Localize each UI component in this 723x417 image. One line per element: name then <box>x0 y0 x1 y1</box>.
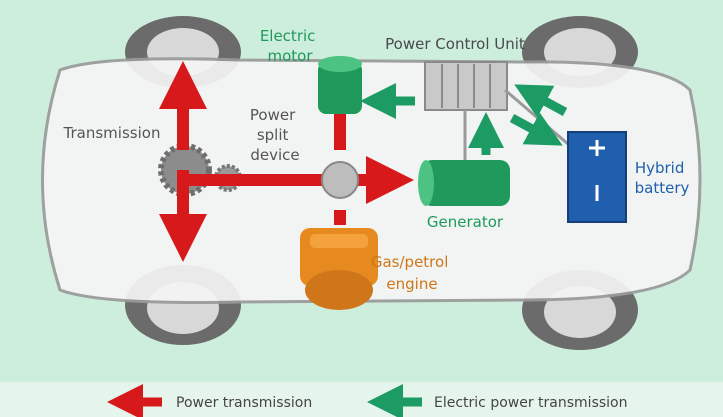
label: Power split device <box>250 106 300 164</box>
label-line: Electric <box>260 27 316 45</box>
label-line: battery <box>635 179 690 197</box>
page: {"nodes": [ {"label": ["Electric", "moto… <box>0 0 723 417</box>
label-line: engine <box>386 275 437 293</box>
label: Transmission <box>63 124 161 142</box>
label-line: split <box>257 126 289 144</box>
label: Generator <box>427 213 504 231</box>
engine <box>300 228 378 310</box>
generator <box>418 160 510 206</box>
label: Power Control Unit <box>385 35 525 53</box>
legend-label: Electric power transmission <box>434 395 627 411</box>
label-line: motor <box>267 47 313 65</box>
label-line: Power <box>250 106 296 124</box>
label-line: Power Control Unit <box>385 35 525 53</box>
label-line: device <box>250 146 299 164</box>
hybrid-battery <box>568 132 626 222</box>
label-line: Transmission <box>63 124 161 142</box>
electric-motor <box>318 56 362 114</box>
label-line: Generator <box>427 213 504 231</box>
label-line: Gas/petrol <box>371 253 449 271</box>
legend-label: Power transmission <box>176 395 312 411</box>
diagram: Electric motor Power Control Unit Transm… <box>0 0 723 417</box>
power-split-device <box>322 162 358 198</box>
label-line: Hybrid <box>635 159 685 177</box>
